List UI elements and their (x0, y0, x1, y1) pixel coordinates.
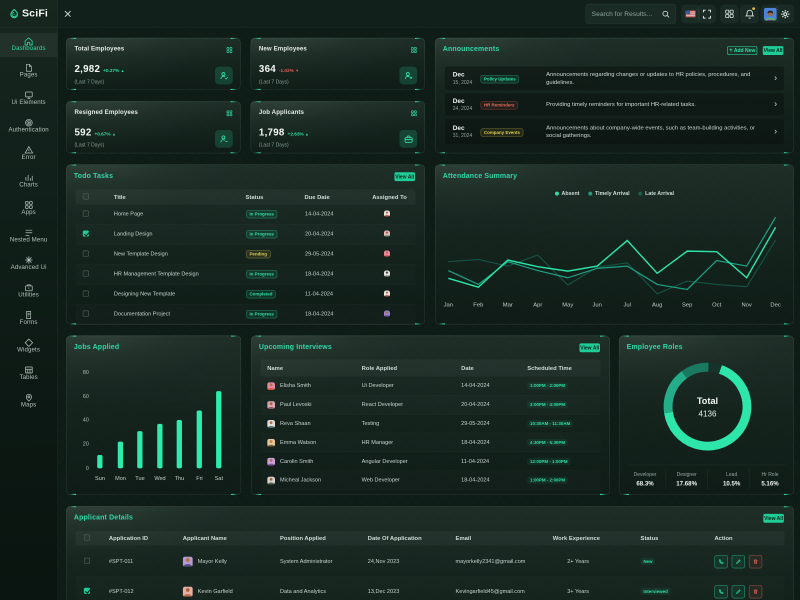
svg-text:20: 20 (83, 442, 89, 448)
svg-text:Total: Total (697, 396, 718, 406)
svg-text:Sat: Sat (215, 476, 224, 482)
svg-text:40: 40 (83, 418, 89, 424)
svg-text:4136: 4136 (699, 410, 717, 419)
svg-text:Thu: Thu (175, 476, 185, 482)
svg-text:Dec: Dec (770, 303, 780, 309)
svg-text:Mon: Mon (115, 476, 126, 482)
svg-text:Sep: Sep (682, 303, 692, 309)
svg-text:Feb: Feb (473, 303, 483, 309)
svg-text:Apr: Apr (533, 303, 542, 309)
svg-text:Hr Role: Hr Role (762, 472, 779, 478)
svg-text:60: 60 (83, 394, 89, 400)
svg-text:Sun: Sun (95, 476, 105, 482)
svg-text:0: 0 (86, 466, 89, 472)
svg-text:5.16%: 5.16% (761, 481, 779, 488)
svg-text:68.3%: 68.3% (636, 481, 654, 488)
svg-text:Fri: Fri (196, 476, 202, 482)
svg-text:Developer: Developer (634, 472, 657, 478)
svg-text:Wed: Wed (154, 476, 165, 482)
svg-text:17.68%: 17.68% (676, 481, 697, 488)
svg-text:Jul: Jul (623, 303, 630, 309)
svg-text:Oct: Oct (712, 303, 721, 309)
svg-text:Aug: Aug (652, 303, 662, 309)
svg-text:Tue: Tue (135, 476, 144, 482)
svg-text:80: 80 (83, 370, 89, 376)
svg-text:Jun: Jun (593, 303, 602, 309)
svg-text:10.5%: 10.5% (723, 481, 741, 488)
svg-text:Lead: Lead (726, 472, 737, 478)
svg-text:Mar: Mar (503, 303, 513, 309)
svg-text:May: May (562, 303, 573, 309)
svg-text:Nov: Nov (741, 303, 751, 309)
svg-text:Designer: Designer (677, 472, 697, 478)
svg-text:Jan: Jan (444, 303, 453, 309)
